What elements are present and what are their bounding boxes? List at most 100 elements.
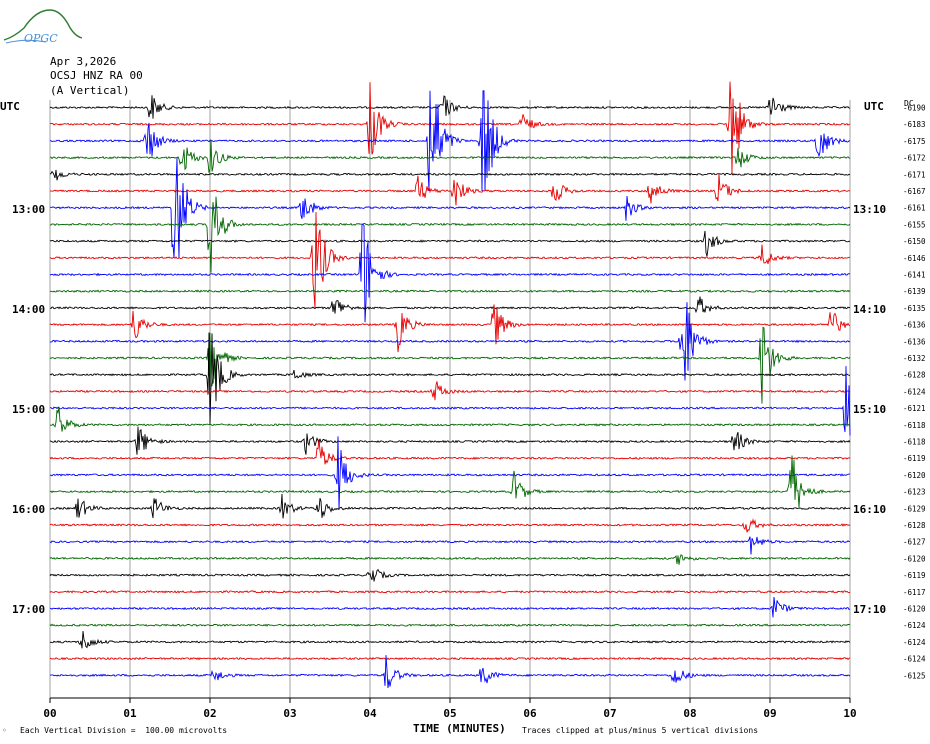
trace-offset-label: -6172 (903, 154, 926, 163)
seismic-trace (49, 655, 851, 689)
trace-offset-label: -6121 (903, 404, 926, 413)
trace-offset-label: -6155 (903, 220, 926, 229)
seismic-trace (49, 332, 851, 425)
seismic-trace (49, 90, 851, 192)
trace-offset-label: -6123 (903, 488, 926, 497)
left-hour-label: 17:00 (12, 603, 46, 616)
seismic-trace (49, 455, 851, 508)
right-hour-label: 16:10 (853, 503, 887, 516)
trace-offset-label: -6175 (903, 137, 926, 146)
trace-offset-label: -6150 (903, 237, 926, 246)
seismic-trace (49, 381, 851, 401)
component-label: (A Vertical) (50, 84, 130, 97)
seismic-trace (49, 536, 850, 555)
seismic-trace (50, 366, 851, 436)
trace-offset-label: -6118 (903, 438, 926, 447)
right-unit-label: UTC (864, 100, 884, 113)
seismic-trace (49, 196, 851, 273)
x-tick-label: 06 (523, 707, 537, 720)
trace-offset-label: -6120 (903, 471, 926, 480)
trace-offset-label: -6119 (903, 454, 926, 463)
seismic-trace (49, 302, 851, 381)
dc-label: DC (904, 99, 914, 108)
trace-offset-label: -6161 (903, 204, 926, 213)
x-tick-label: 04 (363, 707, 377, 720)
right-hour-label: 17:10 (853, 603, 887, 616)
seismic-trace (49, 157, 851, 258)
seismic-trace (49, 656, 851, 661)
trace-offset-label: -6124 (903, 655, 926, 664)
trace-offset-label: -6129 (903, 504, 926, 513)
seismic-trace (49, 590, 851, 594)
trace-offset-label: -6190 (903, 104, 926, 113)
seismic-trace (49, 568, 851, 582)
station-label: OCSJ HNZ RA 00 (50, 69, 143, 82)
left-unit-label: UTC (0, 100, 20, 113)
trace-offset-label: -6119 (903, 571, 926, 580)
seismic-trace (49, 139, 851, 173)
seismic-trace (49, 296, 851, 314)
left-hour-label: 15:00 (12, 403, 46, 416)
x-axis-title: TIME (MINUTES) (413, 722, 506, 735)
trace-offset-label: -6135 (903, 304, 926, 313)
trace-offset-label: -6124 (903, 638, 926, 647)
seismic-trace (49, 493, 851, 519)
trace-offset-label: -6136 (903, 321, 926, 330)
trace-offset-label: -6127 (903, 538, 926, 547)
seismic-trace (49, 230, 851, 257)
x-tick-label: 00 (43, 707, 56, 720)
seismic-trace (49, 426, 851, 455)
trace-offset-label: -6136 (903, 337, 926, 346)
seismic-trace (49, 623, 851, 627)
trace-offset-label: -6146 (903, 254, 926, 263)
seismic-trace (49, 406, 851, 432)
trace-offset-label: -6128 (903, 371, 926, 380)
x-tick-label: 07 (603, 707, 616, 720)
x-tick-label: 03 (283, 707, 296, 720)
seismic-trace (49, 554, 851, 565)
x-tick-label: 10 (843, 707, 856, 720)
trace-offset-label: -6124 (903, 621, 926, 630)
footer-clip-note: Traces clipped at plus/minus 5 vertical … (522, 726, 759, 735)
right-hour-label: 15:10 (853, 403, 887, 416)
trace-offset-label: -6120 (903, 554, 926, 563)
trace-offset-label: -6118 (903, 421, 926, 430)
opgc-logo: OPGC (3, 9, 83, 45)
trace-offset-label: -6171 (903, 170, 926, 179)
trace-offset-label: -6132 (903, 354, 926, 363)
seismic-trace (49, 596, 851, 618)
seismic-trace (49, 223, 851, 323)
trace-offset-label: -6183 (903, 120, 926, 129)
logo-text: OPGC (24, 32, 58, 45)
trace-offset-label: -6125 (903, 671, 926, 680)
seismic-trace (49, 439, 851, 465)
footer-marker: ◦ (2, 726, 7, 735)
seismic-trace (49, 631, 851, 649)
trace-offset-label: -6139 (903, 287, 926, 296)
seismic-trace (49, 304, 851, 353)
seismic-trace (49, 436, 850, 510)
trace-offset-label: -6120 (903, 605, 926, 614)
trace-offset-label: -6167 (903, 187, 926, 196)
x-tick-label: 08 (683, 707, 696, 720)
left-hour-label: 13:00 (12, 203, 46, 216)
left-hour-label: 14:00 (12, 303, 46, 316)
right-hour-label: 14:10 (853, 303, 887, 316)
seismic-trace (49, 212, 851, 308)
seismic-trace (49, 289, 851, 293)
seismic-trace (49, 169, 851, 181)
left-hour-label: 16:00 (12, 503, 46, 516)
date-label: Apr 3,2026 (50, 55, 117, 68)
seismic-trace (49, 326, 851, 404)
trace-offset-label: -6124 (903, 387, 926, 396)
footer-scale-note: Each Vertical Division = 100.00 microvol… (20, 726, 228, 735)
trace-offset-label: -6141 (903, 271, 926, 280)
x-tick-label: 02 (203, 707, 216, 720)
seismic-trace (49, 95, 851, 119)
x-tick-label: 05 (443, 707, 456, 720)
trace-offset-label: -6128 (903, 521, 926, 530)
seismic-trace (49, 81, 851, 175)
seismic-trace (49, 518, 851, 533)
